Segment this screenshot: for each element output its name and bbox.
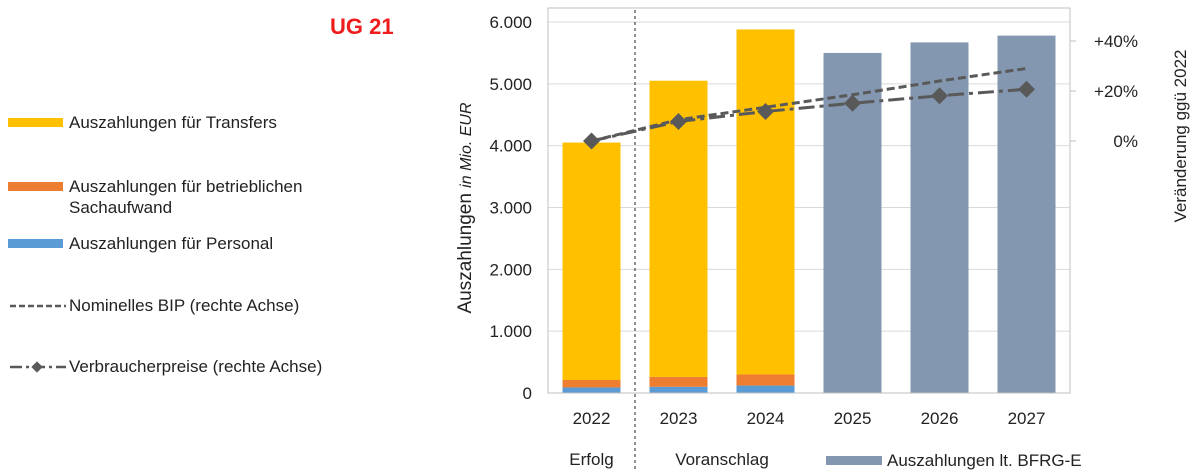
bar-sachaufwand [562,380,621,388]
bar-personal [649,386,708,393]
line-vpi [591,87,1027,143]
legend-item-transfers: Auszahlungen für Transfers [8,112,277,133]
x-tick-label: 2026 [921,409,959,428]
legend-label-vpi: Verbraucherpreise (rechte Achse) [69,357,323,376]
vpi-marker [931,87,948,105]
legend-label-transfers: Auszahlungen für Transfers [69,113,277,132]
y-axis-title: Auszahlungen in Mio. EUR [455,102,476,314]
plot-frame [547,7,1071,394]
legend-symbol-bip [10,304,66,308]
legend-swatch-transfers [8,118,63,127]
category-group-label: Voranschlag [675,450,769,469]
legend-symbol-vpi [10,361,66,373]
x-tick-label: 2023 [660,409,698,428]
chart-title: UG 21 [330,14,394,39]
y2-tick-label: 0% [1113,132,1138,151]
x-tick-label: 2024 [747,409,785,428]
y-tick-label: 1.000 [489,322,532,341]
y2-axis-title: Veränderung ggü 2022 [1171,50,1190,223]
vpi-marker [670,113,687,130]
vpi-marker [583,132,600,150]
x-tick-label: 2025 [834,409,872,428]
vpi-marker [844,94,861,112]
bar-transfers [562,142,621,381]
category-group-label: Erfolg [569,450,613,469]
legend-label-bfrg: Auszahlungen lt. BFRG-E [887,451,1082,470]
bar-transfers [649,80,708,377]
legend-label-bip: Nominelles BIP (rechte Achse) [69,296,300,315]
legend-label-personal: Auszahlungen für Personal [69,234,274,253]
legend-swatch-bfrg [826,456,882,465]
bar-personal [562,387,621,393]
legend-swatch-personal [8,239,63,248]
legend-label-sachaufwand-line2: Sachaufwand [69,198,173,217]
legend-item-personal: Auszahlungen für Personal [8,233,273,254]
legend-label-sachaufwand-line1: Auszahlungen für betrieblichen [69,177,303,196]
bar-sachaufwand [649,376,708,387]
y-tick-label: 4.000 [489,137,532,156]
legend-swatch-sachaufwand [8,182,63,191]
y-tick-label: 0 [523,384,532,403]
y2-tick-label: +40% [1094,32,1138,51]
legend-label-sachaufwand: Auszahlungen für betrieblichen Sachaufwa… [69,176,302,218]
bar-sachaufwand [736,374,795,386]
y-tick-label: 3.000 [489,199,532,218]
y-tick-label: 5.000 [489,75,532,94]
y-tick-label: 6.000 [489,13,532,32]
legend-item-vpi: Verbraucherpreise (rechte Achse) [8,356,322,377]
x-tick-label: 2022 [573,409,611,428]
y-tick-label: 2.000 [489,260,532,279]
y-axis-title-unit: in Mio. EUR [458,102,475,188]
x-tick-label: 2027 [1008,409,1046,428]
bar-transfers [736,29,795,375]
y2-tick-label: +20% [1094,82,1138,101]
bar-personal [736,385,795,393]
legend-item-sachaufwand: Auszahlungen für betrieblichen Sachaufwa… [8,176,302,218]
vpi-marker [757,103,774,120]
legend-item-bip: Nominelles BIP (rechte Achse) [8,295,299,316]
y-axis-title-main: Auszahlungen [455,188,476,314]
